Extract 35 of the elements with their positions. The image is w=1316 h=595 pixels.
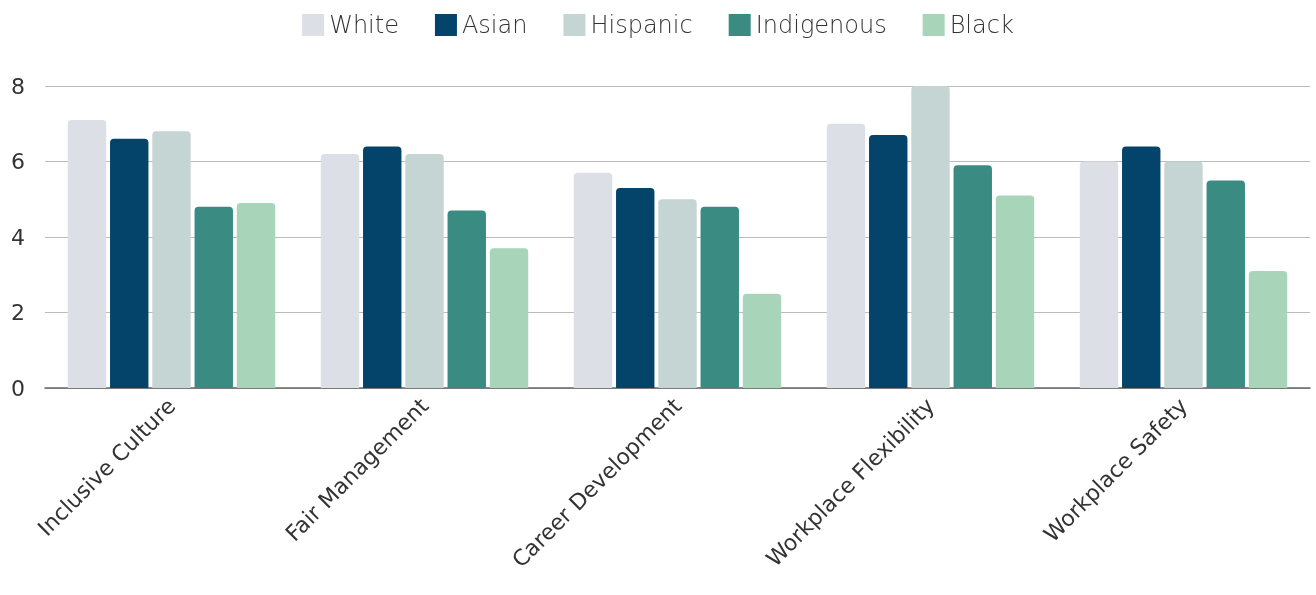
bar — [742, 293, 782, 388]
legend-label: Asian — [461, 11, 528, 39]
bar — [1079, 161, 1119, 388]
bar — [658, 199, 697, 388]
bar — [700, 206, 739, 388]
y-tick-label: 6 — [11, 149, 25, 174]
bar — [826, 123, 866, 388]
legend-label: White — [329, 11, 399, 39]
bar — [447, 210, 486, 388]
y-tick-label: 0 — [11, 375, 25, 401]
bar — [236, 203, 276, 388]
bar — [616, 187, 655, 388]
bar — [1164, 161, 1203, 388]
bar — [1122, 146, 1161, 388]
bar — [953, 165, 992, 388]
bar — [1206, 180, 1245, 388]
y-tick-label: 2 — [11, 300, 25, 325]
bar — [363, 146, 402, 388]
legend-label: Indigenous — [755, 11, 887, 39]
bar — [110, 138, 149, 388]
bar — [152, 131, 191, 388]
bar — [489, 248, 529, 388]
bar — [67, 119, 107, 388]
y-tick-label: 4 — [11, 224, 25, 250]
bar — [995, 195, 1035, 388]
bar — [320, 153, 360, 388]
bar — [911, 86, 950, 388]
bar — [194, 206, 233, 388]
bar — [869, 135, 908, 388]
y-tick-label: 8 — [11, 73, 25, 99]
bar — [573, 172, 613, 388]
bar — [1248, 270, 1288, 388]
legend-label: Black — [949, 11, 1014, 39]
bar — [405, 153, 444, 388]
legend-label: Hispanic — [590, 11, 693, 39]
